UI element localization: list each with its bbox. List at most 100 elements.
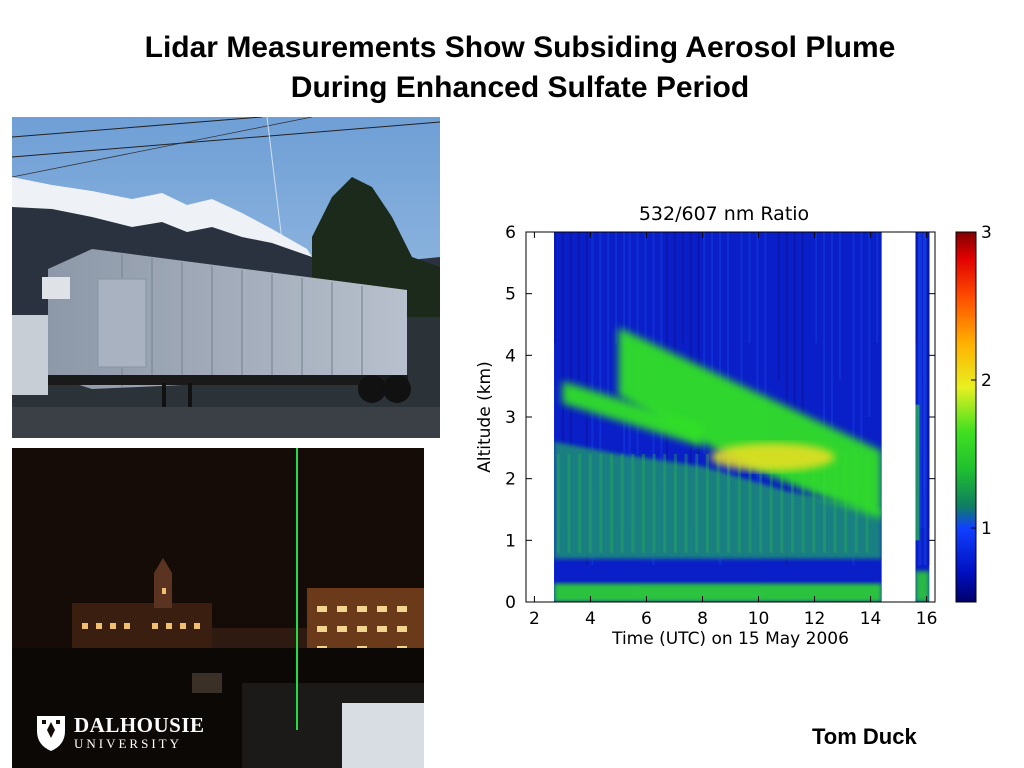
dalhousie-crest-icon	[37, 716, 65, 751]
texture-streak	[705, 454, 709, 553]
texture-streak	[740, 232, 743, 417]
texture-streak	[759, 454, 763, 553]
colorbar-tick-label: 3	[981, 223, 992, 243]
texture-streak	[681, 232, 684, 343]
x-tick-label: 14	[860, 609, 882, 629]
texture-streak	[748, 232, 751, 343]
texture-streak	[801, 454, 805, 553]
y-axis-ticks: 0 1 2 3 4 5 6	[505, 223, 935, 613]
texture-streak	[727, 454, 731, 553]
texture-streak	[769, 454, 773, 553]
texture-streak	[915, 404, 920, 541]
texture-streak	[554, 232, 557, 343]
texture-streak	[780, 454, 784, 553]
texture-streak	[577, 232, 580, 380]
texture-streak	[652, 454, 656, 553]
texture-streak	[748, 454, 752, 553]
x-tick-label: 2	[529, 609, 540, 629]
texture-streak	[833, 454, 837, 553]
texture-streak	[785, 232, 788, 565]
title-line-2: During Enhanced Sulfate Period	[290, 71, 750, 104]
data-segment-2	[915, 232, 930, 602]
texture-streak	[868, 232, 871, 417]
texture-streak	[812, 454, 816, 553]
texture-streak	[663, 454, 667, 553]
y-tick-label: 0	[505, 593, 516, 613]
x-tick-label: 6	[641, 609, 652, 629]
texture-streak	[610, 454, 614, 553]
texture-streak	[777, 232, 780, 380]
texture-streak	[801, 232, 804, 417]
lidar-trailer-photo	[12, 117, 440, 438]
texture-streak	[815, 232, 818, 343]
texture-streak	[673, 232, 676, 417]
x-tick-label: 8	[697, 609, 708, 629]
texture-streak	[599, 454, 603, 553]
texture-streak	[716, 454, 720, 553]
texture-streak	[727, 232, 730, 491]
texture-streak	[876, 232, 879, 343]
x-axis-label: Time (UTC) on 15 May 2006	[611, 629, 849, 649]
y-axis-label: Altitude (km)	[475, 361, 495, 473]
texture-streak	[918, 232, 921, 491]
plume-core	[710, 443, 835, 472]
texture-streak	[830, 232, 833, 454]
y-tick-label: 3	[505, 408, 516, 428]
texture-streak	[703, 232, 706, 454]
x-tick-label: 16	[916, 609, 938, 629]
texture-streak	[620, 454, 624, 553]
texture-streak	[567, 454, 571, 553]
near-surface-layer	[915, 571, 930, 602]
texture-streak	[791, 454, 795, 553]
texture-streak	[588, 454, 592, 553]
texture-streak	[673, 454, 677, 553]
chart-title: 532/607 nm Ratio	[639, 203, 809, 225]
texture-streak	[915, 232, 918, 343]
texture-streak	[641, 454, 645, 553]
slide-title: Lidar Measurements Show Subsiding Aeroso…	[0, 28, 1024, 108]
x-tick-label: 12	[804, 609, 826, 629]
colorbar	[955, 231, 977, 603]
texture-streak	[860, 232, 863, 491]
y-tick-label: 4	[505, 346, 516, 366]
y-tick-label: 6	[505, 223, 516, 243]
texture-streak	[561, 232, 564, 528]
texture-streak	[737, 454, 741, 553]
logo-line-2: UNIVERSITY	[74, 736, 182, 751]
texture-streak	[607, 232, 610, 417]
night-lidar-beam-photo	[12, 448, 424, 768]
texture-streak	[793, 232, 796, 491]
title-line-1: Lidar Measurements Show Subsiding Aeroso…	[144, 31, 896, 64]
texture-streak	[684, 454, 688, 553]
texture-streak	[599, 232, 602, 491]
texture-streak	[556, 454, 560, 553]
texture-streak	[569, 232, 572, 454]
texture-streak	[644, 232, 647, 380]
aerosol-feature	[562, 381, 703, 447]
texture-streak	[822, 454, 826, 553]
x-tick-label: 10	[748, 609, 770, 629]
texture-streak	[711, 232, 714, 380]
y-tick-label: 1	[505, 531, 516, 551]
texture-streak	[922, 232, 925, 528]
texture-streak	[764, 232, 767, 454]
texture-streak	[927, 232, 930, 454]
colorbar-ticks: 1 2 3	[971, 223, 992, 539]
texture-streak	[615, 232, 618, 343]
texture-streak	[578, 454, 582, 553]
dalhousie-logo: DALHOUSIE UNIVERSITY	[34, 713, 204, 757]
colorbar-tick-label: 2	[981, 371, 992, 391]
texture-streak	[852, 232, 855, 565]
x-axis-ticks: 2 4 6 8 10 12 14 16	[529, 232, 937, 629]
x-tick-label: 4	[585, 609, 596, 629]
logo-line-1: DALHOUSIE	[74, 713, 205, 737]
boundary-layer	[554, 441, 882, 559]
y-tick-label: 5	[505, 285, 516, 305]
texture-streak	[823, 232, 826, 528]
texture-streak	[695, 454, 699, 553]
texture-streak	[631, 454, 635, 553]
colorbar-tick-label: 1	[981, 519, 992, 539]
data-segment-1	[554, 232, 882, 602]
y-tick-label: 2	[505, 470, 516, 490]
